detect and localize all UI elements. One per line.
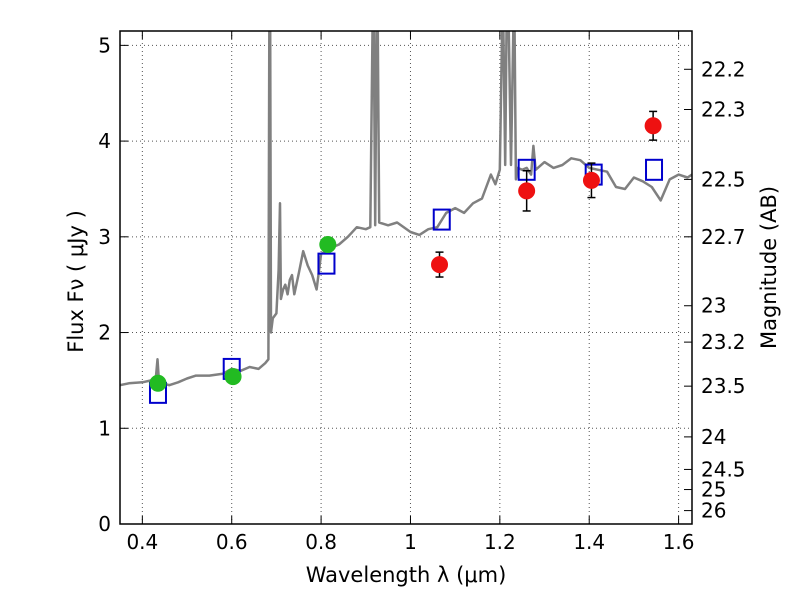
spectrum-line xyxy=(120,31,692,387)
model-square-marker xyxy=(317,252,336,275)
y2-tick-label: 22.3 xyxy=(701,97,746,121)
x-tick-label: 1 xyxy=(404,530,417,554)
green-data-point xyxy=(224,368,242,386)
red-data-point xyxy=(582,171,600,189)
y-tick-label: 4 xyxy=(98,129,111,153)
y-tick-label: 1 xyxy=(98,416,111,440)
y-tick-label: 2 xyxy=(98,321,111,345)
green-data-point xyxy=(319,235,337,253)
y2-tick-label: 26 xyxy=(701,499,726,523)
y-tick-label: 3 xyxy=(98,225,111,249)
red-data-point xyxy=(518,182,536,200)
y2-tick-label: 22.2 xyxy=(701,57,746,81)
y2-tick-label: 25 xyxy=(701,478,726,502)
x-tick-label: 0.8 xyxy=(305,530,337,554)
green-data-point xyxy=(149,374,167,392)
red-data-point xyxy=(431,256,449,274)
grid-lines xyxy=(120,31,692,524)
axis-ticks: 0.4 0.6 0.8 1 1.2 1.4 1.601234522.222.322.522.… xyxy=(98,31,746,554)
x-axis-label: Wavelength λ (μm) xyxy=(306,563,507,587)
y2-tick-label: 22.7 xyxy=(701,225,746,249)
x-tick-label: 1.2 xyxy=(484,530,516,554)
y-tick-label: 5 xyxy=(98,33,111,57)
y-axis-label: Flux Fν ( μJy ) xyxy=(64,210,88,353)
plot-frame xyxy=(119,30,693,525)
x-tick-label: 1.6 xyxy=(663,530,695,554)
y2-tick-label: 23 xyxy=(701,294,726,318)
y2-tick-label: 24.5 xyxy=(701,457,746,481)
series-group xyxy=(120,31,692,404)
y2-tick-label: 24 xyxy=(701,425,726,449)
model-square-marker xyxy=(645,158,664,181)
y2-tick-label: 22.5 xyxy=(701,167,746,191)
y2-axis-label: Magnitude (AB) xyxy=(757,186,781,349)
plot-area xyxy=(120,31,692,404)
x-tick-label: 0.6 xyxy=(216,530,248,554)
x-tick-label: 1.4 xyxy=(573,530,605,554)
y-tick-label: 0 xyxy=(98,512,111,536)
red-data-point xyxy=(644,117,662,135)
y2-tick-label: 23.2 xyxy=(701,330,746,354)
x-tick-label: 0.4 xyxy=(126,530,158,554)
y2-tick-label: 23.5 xyxy=(701,374,746,398)
model-square-marker xyxy=(432,208,451,231)
